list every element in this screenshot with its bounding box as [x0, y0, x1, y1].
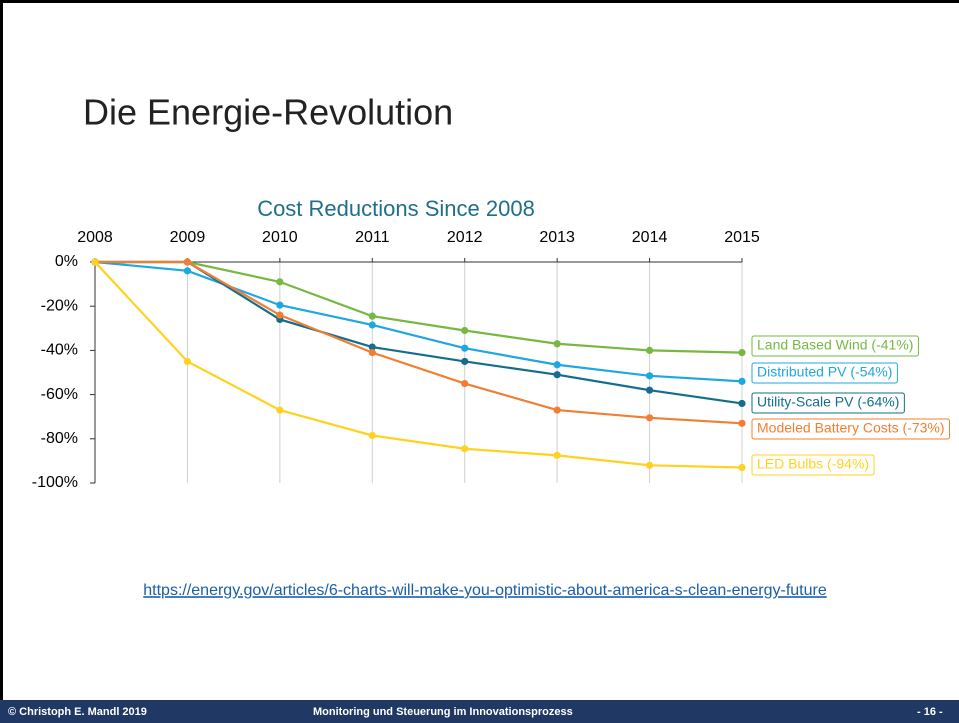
legend-label: Utility-Scale PV (-64%)	[757, 394, 899, 410]
data-point	[461, 445, 469, 453]
data-point	[553, 371, 561, 379]
data-point	[645, 461, 654, 469]
legend-label: LED Bulbs (-94%)	[757, 456, 869, 472]
data-point	[368, 349, 376, 357]
footer-left: © Christoph E. Mandl 2019	[8, 706, 147, 718]
slide-title: Die Energie-Revolution	[83, 92, 453, 133]
x-tick-label: 2015	[724, 229, 760, 246]
legend-label: Distributed PV (-54%)	[757, 364, 892, 380]
data-point	[645, 346, 654, 354]
data-point	[276, 406, 284, 414]
data-point	[368, 321, 376, 329]
legend-label: Land Based Wind (-41%)	[757, 337, 913, 353]
x-tick-label: 2012	[447, 229, 483, 246]
data-point	[183, 267, 192, 275]
data-point	[553, 361, 561, 369]
y-tick-label: -80%	[41, 430, 78, 447]
footer-center: Monitoring und Steuerung im Innovationsp…	[313, 706, 573, 718]
legend-box	[751, 335, 919, 357]
x-tick-label: 2011	[355, 229, 390, 246]
data-point	[368, 431, 376, 440]
data-point	[553, 406, 561, 414]
data-point	[368, 343, 376, 351]
legend-label: Modeled Battery Costs (-73%)	[757, 420, 945, 436]
x-tick-label: 2014	[632, 229, 668, 246]
data-point	[183, 258, 192, 266]
series-line	[94, 260, 743, 383]
data-point	[461, 357, 469, 366]
data-point	[461, 326, 469, 335]
y-tick-label: -20%	[41, 297, 78, 314]
footer-right: - 16 -	[917, 706, 943, 718]
data-point	[645, 386, 654, 394]
data-point	[645, 414, 654, 422]
data-point	[461, 379, 469, 388]
data-point	[738, 419, 746, 427]
x-tick-label: 2009	[170, 229, 206, 246]
legend-box	[751, 454, 875, 476]
data-point	[368, 312, 376, 320]
y-tick-label: 0%	[55, 253, 78, 270]
y-tick-label: -40%	[41, 342, 78, 359]
legend-box	[751, 362, 898, 384]
data-point	[553, 340, 561, 348]
data-point	[645, 372, 654, 380]
data-point	[738, 399, 746, 408]
y-tick-label: -60%	[41, 386, 78, 403]
data-point	[276, 311, 284, 319]
footer-bar	[0, 700, 959, 723]
series-line	[94, 261, 743, 469]
data-point	[91, 258, 99, 266]
data-point	[553, 451, 561, 459]
series-line	[95, 260, 743, 425]
data-point	[738, 349, 746, 357]
source-link[interactable]: https://energy.gov/articles/6-charts-wil…	[143, 582, 827, 599]
x-tick-label: 2013	[539, 229, 575, 246]
data-point	[276, 301, 284, 309]
x-tick-label: 2010	[262, 229, 298, 246]
x-tick-label: 2008	[77, 229, 113, 246]
series-line	[95, 260, 743, 354]
data-point	[276, 278, 284, 286]
data-point	[738, 463, 746, 472]
legend-box	[751, 418, 951, 440]
data-point	[461, 344, 469, 352]
chart-title: Cost Reductions Since 2008	[257, 196, 535, 221]
data-point	[183, 357, 192, 366]
y-tick-label: -100%	[32, 474, 78, 491]
data-point	[738, 377, 746, 385]
legend-box	[751, 392, 905, 414]
